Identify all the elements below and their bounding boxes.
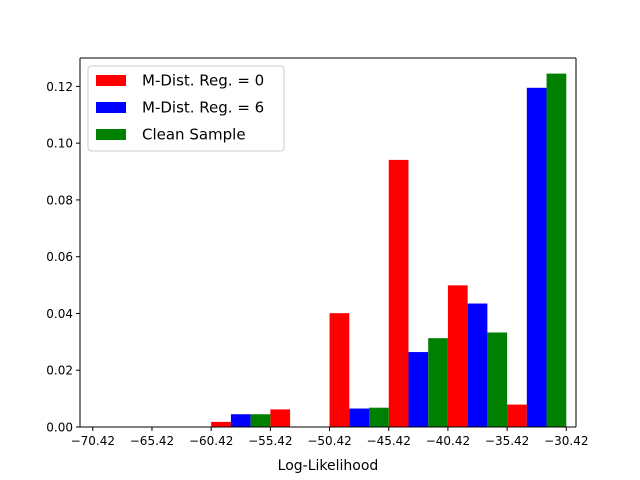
y-tick-label: 0.02: [46, 364, 73, 378]
bar-series1-bin4: [270, 409, 291, 427]
bar-series1-bin6: [388, 159, 409, 427]
x-axis-ticks: −70.42 −65.42 −60.42 −55.42 −50.42 −45.42 −40.…: [71, 427, 589, 448]
x-tick-label: −60.42: [189, 434, 233, 448]
legend-label-series2: M-Dist. Reg. = 6: [142, 99, 264, 117]
legend: M-Dist. Reg. = 0 M-Dist. Reg. = 6 Clean Sa…: [87, 65, 285, 152]
x-tick-label: −30.42: [544, 434, 588, 448]
x-tick-label: −40.42: [426, 434, 470, 448]
bar-series1-bin5: [329, 313, 350, 427]
y-tick-label: 0.00: [46, 421, 73, 435]
bar-series1-bin7: [447, 285, 468, 427]
bar-series2-bin5: [349, 408, 369, 427]
y-tick-label: 0.10: [46, 137, 73, 151]
bar-series2-bin7: [467, 303, 488, 427]
y-tick-label: 0.08: [46, 193, 73, 207]
y-tick-label: 0.12: [46, 80, 73, 94]
bar-series3-bin7: [487, 332, 508, 427]
x-axis-title: Log-Likelihood: [278, 458, 379, 474]
x-tick-label: −50.42: [307, 434, 351, 448]
legend-label-series1: M-Dist. Reg. = 0: [142, 72, 264, 90]
legend-label-series3: Clean Sample: [142, 126, 246, 144]
x-tick-label: −65.42: [130, 434, 174, 448]
bar-series2-bin8: [526, 87, 547, 428]
bar-series3-bin6: [428, 338, 448, 427]
legend-swatch-series1: [96, 75, 126, 86]
x-tick-label: −35.42: [485, 434, 529, 448]
bars-group: [211, 73, 567, 428]
bar-series2-bin3: [230, 414, 251, 427]
bar-series1-bin8: [507, 404, 527, 427]
legend-frame: [87, 65, 285, 152]
bar-series1-bin3: [211, 421, 231, 427]
y-tick-label: 0.06: [46, 250, 73, 264]
bar-series2-bin6: [408, 352, 429, 427]
x-tick-label: −45.42: [367, 434, 411, 448]
y-tick-label: 0.04: [46, 307, 73, 321]
x-tick-label: −55.42: [248, 434, 292, 448]
bar-series3-bin8: [546, 73, 567, 428]
bar-series3-bin3: [250, 414, 271, 427]
legend-swatch-series3: [96, 129, 126, 140]
legend-swatch-series2: [96, 102, 126, 113]
axes-frame: [79, 57, 577, 428]
bar-series3-bin5: [369, 407, 389, 427]
x-tick-label: −70.42: [71, 434, 115, 448]
y-axis-ticks: 0.00 0.02 0.04 0.06 0.08 0.10 0.12: [46, 80, 80, 435]
